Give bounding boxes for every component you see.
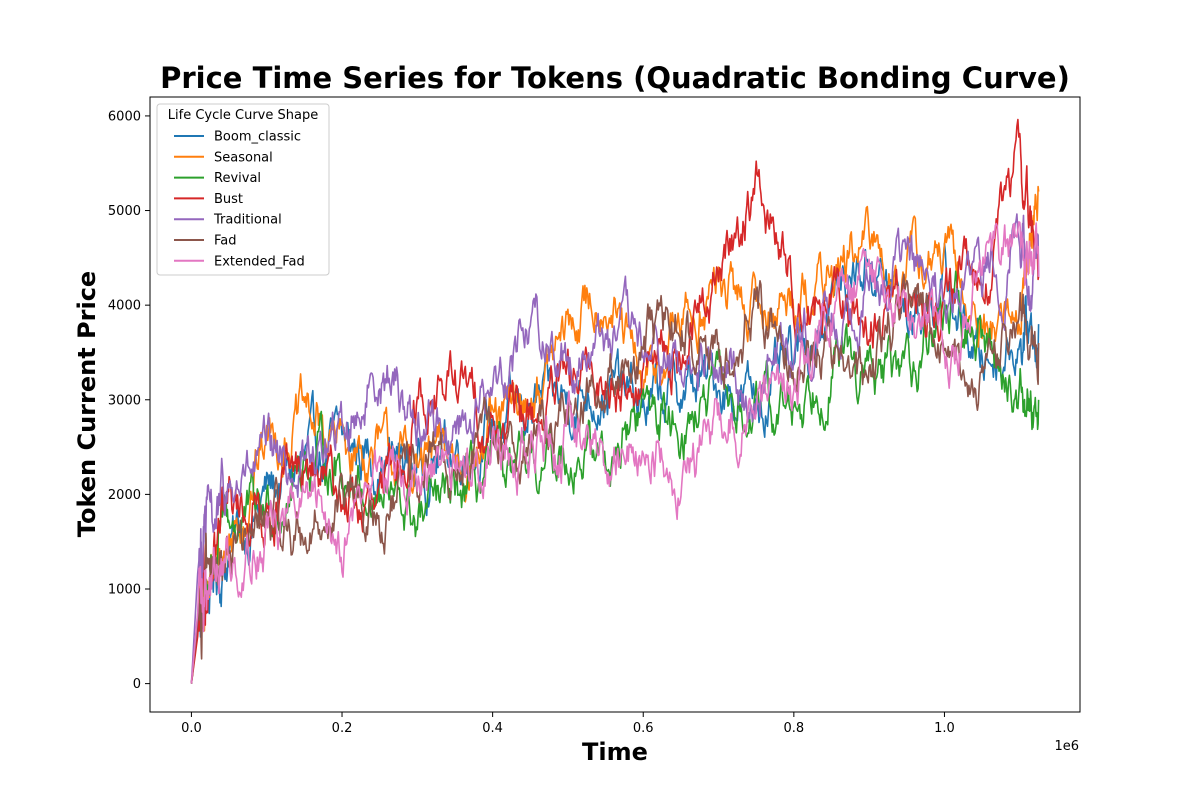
y-tick-label: 5000 [108,204,141,219]
x-axis-ticks: 0.0 0.2 0.4 0.6 0.8 1.0 [181,712,955,736]
y-tick-label: 4000 [108,299,141,314]
series-line-fad [190,273,1040,684]
legend-label: Extended_Fad [214,254,305,269]
x-axis-label: Time [582,738,648,766]
y-axis-label: Token Current Price [73,271,101,537]
legend-label: Seasonal [214,150,273,165]
legend-label: Revival [214,171,261,186]
x-tick-label: 0.6 [633,721,654,736]
y-tick-label: 2000 [108,488,141,503]
legend-label: Traditional [213,213,282,228]
legend-label: Bust [214,192,243,207]
series-line-seasonal [190,185,1040,684]
legend-title: Life Cycle Curve Shape [168,108,318,123]
plot-frame [149,96,1081,713]
x-tick-label: 0.4 [482,721,503,736]
series-line-extended-fad [190,221,1040,684]
series-line-traditional [190,213,1040,684]
x-tick-label: 0.0 [181,721,202,736]
legend: Life Cycle Curve Shape Boom_classic Seaso… [156,103,330,276]
y-tick-label: 0 [133,677,141,692]
x-axis-offset-text: 1e6 [1054,739,1079,754]
x-tick-label: 1.0 [934,721,955,736]
legend-label: Boom_classic [214,130,301,145]
legend-box [156,103,330,276]
legend-label: Fad [214,234,237,249]
y-tick-label: 6000 [108,109,141,124]
y-axis-ticks: 0 1000 2000 3000 4000 5000 6000 [108,109,150,692]
y-tick-label: 1000 [108,583,141,598]
x-tick-label: 0.8 [784,721,805,736]
x-tick-label: 0.2 [332,721,353,736]
chart-title: Price Time Series for Tokens (Quadratic … [160,61,1070,95]
y-tick-label: 3000 [108,393,141,408]
legend-items: Boom_classic Seasonal Revival Bust Tradition… [174,130,305,269]
series-lines [190,118,1040,684]
plot-area [149,96,1081,713]
